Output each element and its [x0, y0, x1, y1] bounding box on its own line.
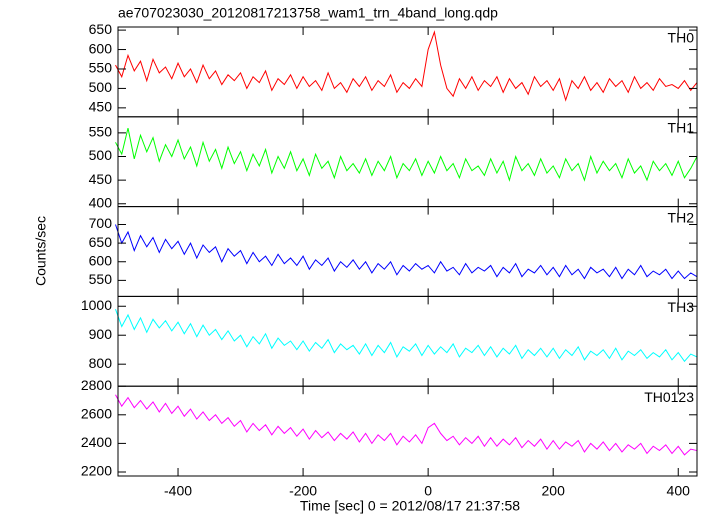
x-tick-label: -400 — [164, 483, 192, 499]
data-line — [115, 224, 698, 280]
panel-frame — [117, 26, 698, 118]
y-tick-label: 2200 — [81, 463, 112, 479]
y-tick-label: 550 — [89, 60, 113, 76]
data-line — [115, 128, 698, 182]
data-line — [115, 30, 698, 102]
x-tick-label: 0 — [424, 483, 432, 499]
y-tick-label: 550 — [89, 124, 113, 140]
y-tick-label: 700 — [89, 215, 113, 231]
y-tick-label: 600 — [89, 40, 113, 56]
x-axis-label: Time [sec] 0 = 2012/08/17 21:37:58 — [300, 498, 520, 514]
y-tick-label: 500 — [89, 147, 113, 163]
y-tick-label: 450 — [89, 171, 113, 187]
panel-frame — [117, 116, 698, 208]
panel-frame — [117, 385, 698, 477]
y-axis-label: Counts/sec — [33, 216, 49, 286]
y-tick-label: 500 — [89, 79, 113, 95]
panel-label: TH0123 — [644, 389, 694, 405]
panel-frame — [117, 295, 698, 387]
x-tick-label: 200 — [542, 483, 566, 499]
y-tick-label: 900 — [89, 326, 113, 342]
y-tick-label: 550 — [89, 271, 113, 287]
y-tick-label: 2800 — [81, 377, 112, 393]
y-tick-label: 650 — [89, 234, 113, 250]
panel-label: TH2 — [668, 209, 695, 225]
data-line — [115, 394, 698, 456]
y-tick-label: 2600 — [81, 406, 112, 422]
y-tick-label: 400 — [89, 194, 113, 210]
chart-title: ae707023030_20120817213758_wam1_trn_4ban… — [118, 5, 498, 21]
panel-label: TH0 — [668, 30, 695, 46]
data-line — [115, 308, 698, 363]
x-tick-label: 400 — [667, 483, 691, 499]
y-tick-label: 650 — [89, 21, 113, 37]
panel-label: TH1 — [668, 120, 695, 136]
y-tick-label: 450 — [89, 99, 113, 115]
panel-frame — [117, 206, 698, 297]
panel-label: TH3 — [668, 299, 695, 315]
y-tick-label: 800 — [89, 355, 113, 371]
y-tick-label: 600 — [89, 252, 113, 268]
x-tick-label: -200 — [289, 483, 317, 499]
y-tick-label: 2400 — [81, 434, 112, 450]
y-tick-label: 1000 — [81, 297, 112, 313]
